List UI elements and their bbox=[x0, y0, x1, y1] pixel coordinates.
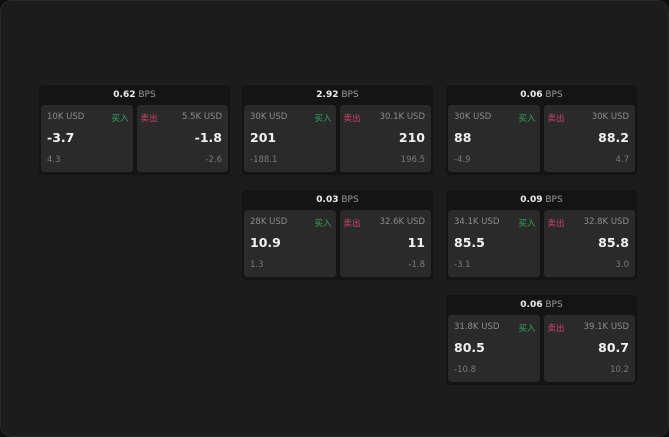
spread-unit: BPS bbox=[138, 90, 156, 100]
sell-cell[interactable]: 卖出 30.1K USD 210 196.5 bbox=[339, 105, 431, 172]
sell-label: 卖出 bbox=[343, 219, 361, 229]
spread-value: 2.92 bbox=[316, 90, 339, 100]
sell-change: 3.0 bbox=[615, 260, 629, 270]
spread-value: 0.62 bbox=[113, 90, 136, 100]
buy-cell[interactable]: 34.1K USD 买入 85.5 -3.1 bbox=[448, 210, 540, 277]
buy-quantity: 34.1K USD bbox=[454, 217, 500, 227]
sell-quantity: 30.1K USD bbox=[379, 112, 425, 122]
buy-quantity: 30K USD bbox=[454, 112, 492, 122]
quote-card: 2.92 BPS 30K USD 买入 201 -188.1 卖出 30.1K … bbox=[242, 85, 433, 175]
spread-header: 0.03 BPS bbox=[242, 190, 433, 210]
spread-unit: BPS bbox=[545, 300, 563, 310]
sell-label: 卖出 bbox=[140, 114, 158, 124]
quote-card: 0.09 BPS 34.1K USD 买入 85.5 -3.1 卖出 32.8K… bbox=[446, 190, 637, 280]
sell-price: 80.7 bbox=[598, 340, 629, 355]
sell-price: -1.8 bbox=[194, 130, 222, 145]
quote-card: 0.06 BPS 31.8K USD 买入 80.5 -10.8 卖出 39.1… bbox=[446, 295, 637, 385]
sell-cell[interactable]: 卖出 30K USD 88.2 4.7 bbox=[543, 105, 635, 172]
buy-cell[interactable]: 30K USD 买入 201 -188.1 bbox=[244, 105, 336, 172]
sell-price: 85.8 bbox=[598, 235, 629, 250]
sell-quantity: 30K USD bbox=[591, 112, 629, 122]
buy-price: -3.7 bbox=[47, 130, 75, 145]
buy-label: 买入 bbox=[314, 219, 332, 229]
buy-change: -3.1 bbox=[454, 260, 471, 270]
sell-price: 210 bbox=[398, 130, 425, 145]
sell-change: -1.8 bbox=[408, 260, 425, 270]
sell-change: 196.5 bbox=[400, 155, 425, 165]
buy-change: -188.1 bbox=[250, 155, 278, 165]
buy-label: 买入 bbox=[518, 114, 536, 124]
spread-unit: BPS bbox=[341, 195, 359, 205]
buy-price: 88 bbox=[454, 130, 472, 145]
quote-card: 0.06 BPS 30K USD 买入 88 -4.9 卖出 30K USD 8… bbox=[446, 85, 637, 175]
spread-header: 0.09 BPS bbox=[446, 190, 637, 210]
spread-header: 0.06 BPS bbox=[446, 295, 637, 315]
buy-price: 201 bbox=[250, 130, 277, 145]
sell-price: 88.2 bbox=[598, 130, 629, 145]
buy-label: 买入 bbox=[518, 324, 536, 334]
sell-quantity: 32.6K USD bbox=[379, 217, 425, 227]
buy-quantity: 30K USD bbox=[250, 112, 288, 122]
spread-header: 2.92 BPS bbox=[242, 85, 433, 105]
sell-change: -2.6 bbox=[205, 155, 222, 165]
sell-quantity: 32.8K USD bbox=[583, 217, 629, 227]
sell-label: 卖出 bbox=[547, 324, 565, 334]
buy-price: 10.9 bbox=[250, 235, 281, 250]
sell-quantity: 5.5K USD bbox=[182, 112, 222, 122]
sell-label: 卖出 bbox=[547, 219, 565, 229]
sell-cell[interactable]: 卖出 32.6K USD 11 -1.8 bbox=[339, 210, 431, 277]
buy-cell[interactable]: 10K USD 买入 -3.7 4.3 bbox=[41, 105, 133, 172]
buy-price: 80.5 bbox=[454, 340, 485, 355]
sell-cell[interactable]: 卖出 39.1K USD 80.7 10.2 bbox=[543, 315, 635, 382]
spread-unit: BPS bbox=[545, 90, 563, 100]
sell-change: 10.2 bbox=[610, 365, 629, 375]
spread-value: 0.06 bbox=[520, 300, 543, 310]
spread-value: 0.09 bbox=[520, 195, 543, 205]
buy-change: -10.8 bbox=[454, 365, 476, 375]
buy-change: -4.9 bbox=[454, 155, 471, 165]
sell-label: 卖出 bbox=[343, 114, 361, 124]
sell-quantity: 39.1K USD bbox=[583, 322, 629, 332]
spread-header: 0.06 BPS bbox=[446, 85, 637, 105]
spread-header: 0.62 BPS bbox=[39, 85, 230, 105]
buy-cell[interactable]: 28K USD 买入 10.9 1.3 bbox=[244, 210, 336, 277]
quote-card: 0.03 BPS 28K USD 买入 10.9 1.3 卖出 32.6K US… bbox=[242, 190, 433, 280]
buy-change: 4.3 bbox=[47, 155, 61, 165]
buy-label: 买入 bbox=[111, 114, 129, 124]
buy-label: 买入 bbox=[518, 219, 536, 229]
buy-cell[interactable]: 30K USD 买入 88 -4.9 bbox=[448, 105, 540, 172]
buy-quantity: 10K USD bbox=[47, 112, 85, 122]
sell-change: 4.7 bbox=[615, 155, 629, 165]
buy-label: 买入 bbox=[314, 114, 332, 124]
sell-cell[interactable]: 卖出 32.8K USD 85.8 3.0 bbox=[543, 210, 635, 277]
quote-card: 0.62 BPS 10K USD 买入 -3.7 4.3 卖出 5.5K USD… bbox=[39, 85, 230, 175]
buy-quantity: 31.8K USD bbox=[454, 322, 500, 332]
buy-change: 1.3 bbox=[250, 260, 264, 270]
spread-value: 0.06 bbox=[520, 90, 543, 100]
buy-quantity: 28K USD bbox=[250, 217, 288, 227]
spread-value: 0.03 bbox=[316, 195, 339, 205]
sell-price: 11 bbox=[407, 235, 425, 250]
spread-unit: BPS bbox=[545, 195, 563, 205]
sell-label: 卖出 bbox=[547, 114, 565, 124]
spread-unit: BPS bbox=[341, 90, 359, 100]
buy-price: 85.5 bbox=[454, 235, 485, 250]
sell-cell[interactable]: 卖出 5.5K USD -1.8 -2.6 bbox=[136, 105, 228, 172]
buy-cell[interactable]: 31.8K USD 买入 80.5 -10.8 bbox=[448, 315, 540, 382]
